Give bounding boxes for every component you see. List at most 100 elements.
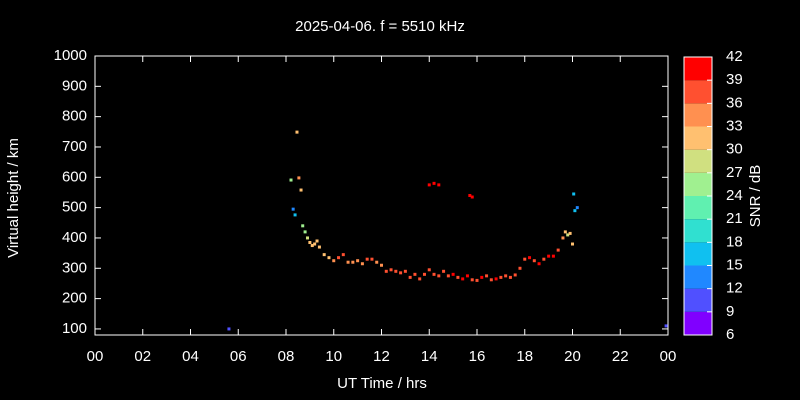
point <box>315 239 319 243</box>
point <box>291 207 295 211</box>
colorbar-bin <box>684 219 712 243</box>
point <box>327 256 331 260</box>
point <box>571 242 574 246</box>
point <box>470 278 474 282</box>
point <box>573 209 577 213</box>
point <box>513 273 517 277</box>
colorbar-tick-label: 12 <box>726 280 743 297</box>
point <box>427 268 431 272</box>
point <box>432 272 436 276</box>
point <box>380 263 383 267</box>
point <box>494 277 498 281</box>
x-tick-label: 16 <box>469 348 486 365</box>
colorbar-tick-label: 21 <box>726 210 743 227</box>
x-tick-label: 12 <box>373 348 390 365</box>
point <box>563 230 567 234</box>
x-tick-label: 04 <box>182 348 199 365</box>
point <box>337 256 341 260</box>
point <box>413 272 417 276</box>
point <box>566 233 570 237</box>
point <box>299 188 303 192</box>
point <box>422 272 426 276</box>
y-tick-label: 700 <box>62 138 87 155</box>
point <box>293 213 297 217</box>
colorbar-tick-label: 24 <box>726 187 743 204</box>
point <box>470 195 474 199</box>
x-tick-label: 14 <box>421 348 438 365</box>
colorbar-tick-label: 15 <box>726 256 743 273</box>
plot-frame <box>94 55 669 336</box>
point <box>508 275 512 279</box>
colorbar-bin <box>684 57 712 81</box>
point <box>528 256 532 260</box>
point <box>572 192 576 196</box>
point <box>465 274 469 278</box>
point <box>305 236 309 240</box>
point <box>370 257 374 261</box>
point <box>451 272 455 276</box>
point <box>394 269 398 273</box>
point <box>568 231 572 235</box>
colorbar-bin <box>684 242 712 266</box>
colorbar-tick-label: 33 <box>726 117 743 134</box>
colorbar-bin <box>684 126 712 150</box>
x-axis-label: UT Time / hrs <box>337 375 427 392</box>
point <box>360 262 364 266</box>
point <box>664 324 668 328</box>
point <box>297 176 301 180</box>
point <box>365 257 369 261</box>
point <box>389 268 393 272</box>
point <box>313 242 317 246</box>
colorbar-tick-label: 39 <box>726 71 743 88</box>
point <box>468 194 472 197</box>
y-tick-label: 800 <box>62 108 87 125</box>
y-tick-label: 400 <box>62 229 87 246</box>
point <box>301 224 305 228</box>
colorbar-tick-label: 6 <box>726 326 734 343</box>
point <box>399 271 403 275</box>
colorbar-bin <box>684 149 712 173</box>
x-tick-label: 18 <box>516 348 533 365</box>
colorbar-bin <box>684 103 712 127</box>
point <box>432 181 436 185</box>
point <box>356 259 360 263</box>
point <box>575 206 579 210</box>
colorbar-bin <box>684 265 712 289</box>
point <box>461 277 465 281</box>
y-tick-label: 200 <box>62 290 87 307</box>
x-tick-label: 00 <box>87 348 104 365</box>
point <box>437 274 441 278</box>
x-tick-label: 10 <box>325 348 342 365</box>
colorbar-tick-label: 42 <box>726 48 743 65</box>
colorbar-tick-label: 9 <box>726 303 734 320</box>
x-tick-label: 22 <box>612 348 629 365</box>
point <box>408 275 412 279</box>
point <box>556 248 560 252</box>
point <box>332 259 336 263</box>
point <box>289 178 293 182</box>
point <box>485 274 489 278</box>
point <box>442 269 446 273</box>
colorbar-label: SNR / dB <box>747 165 764 228</box>
point <box>317 245 321 249</box>
point <box>475 278 479 282</box>
point <box>537 262 541 266</box>
point <box>418 277 422 281</box>
x-tick-label: 08 <box>278 348 295 365</box>
y-tick-label: 300 <box>62 259 87 276</box>
point <box>341 253 345 257</box>
y-axis-label: Virtual height / km <box>5 138 22 258</box>
colorbar-tick-label: 18 <box>726 233 743 250</box>
y-tick-label: 600 <box>62 168 87 185</box>
x-tick-label: 02 <box>134 348 151 365</box>
point <box>346 260 350 264</box>
point <box>427 183 431 187</box>
colorbar-bin <box>684 172 712 196</box>
point <box>504 274 508 278</box>
colorbar-bin <box>684 196 712 220</box>
colorbar-bin <box>684 80 712 104</box>
point <box>437 183 441 187</box>
point <box>384 269 388 273</box>
chart-title: 2025-04-06. f = 5510 kHz <box>295 18 465 35</box>
point <box>456 275 460 279</box>
